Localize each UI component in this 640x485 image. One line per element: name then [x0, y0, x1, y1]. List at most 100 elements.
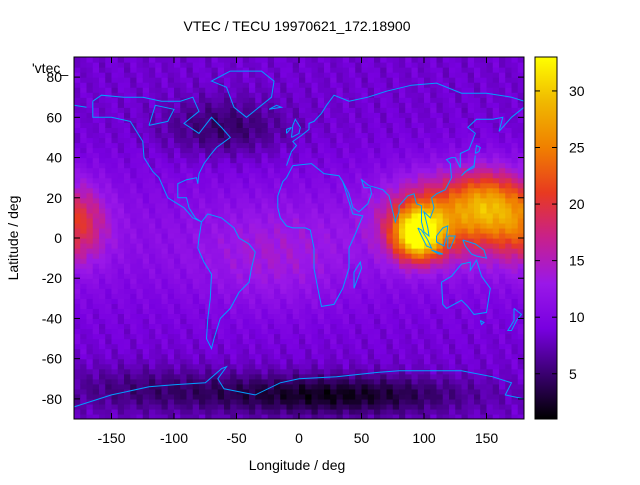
heatmap-cell — [155, 87, 163, 93]
heatmap-cell — [142, 112, 150, 118]
heatmap-cell — [186, 97, 194, 103]
heatmap-cell — [249, 323, 256, 330]
heatmap-cell — [186, 202, 194, 209]
heatmap-cell — [99, 152, 106, 159]
heatmap-cell — [492, 227, 500, 234]
heatmap-cell — [449, 77, 456, 83]
heatmap-cell — [155, 162, 163, 169]
heatmap-cell — [267, 323, 275, 330]
heatmap-cell — [292, 278, 300, 284]
heatmap-cell — [474, 288, 481, 294]
heatmap-cell — [455, 227, 463, 234]
heatmap-cell — [217, 77, 225, 83]
heatmap-cell — [167, 232, 175, 239]
heatmap-cell — [449, 268, 456, 274]
heatmap-cell — [155, 177, 163, 184]
heatmap-cell — [455, 107, 463, 113]
heatmap-cell — [417, 187, 425, 194]
heatmap-cell — [217, 348, 225, 355]
heatmap-cell — [105, 92, 113, 98]
heatmap-cell — [255, 343, 263, 350]
heatmap-cell — [211, 182, 219, 189]
heatmap-cell — [180, 248, 188, 254]
heatmap-cell — [142, 227, 150, 234]
heatmap-cell — [361, 187, 369, 194]
heatmap-cell — [411, 112, 419, 118]
heatmap-cell — [242, 227, 250, 234]
heatmap-cell — [242, 212, 250, 219]
heatmap-cell — [467, 403, 475, 410]
heatmap-cell — [330, 102, 338, 108]
heatmap-cell — [230, 122, 238, 128]
heatmap-cell — [461, 112, 469, 118]
heatmap-cell — [486, 107, 494, 113]
heatmap-cell — [205, 343, 213, 350]
heatmap-cell — [317, 378, 325, 385]
heatmap-cell — [311, 217, 319, 224]
heatmap-cell — [186, 288, 194, 294]
heatmap-cell — [417, 117, 425, 123]
heatmap-cell — [236, 182, 244, 189]
heatmap-cell — [349, 348, 356, 355]
heatmap-cell — [324, 172, 331, 179]
heatmap-cell — [442, 298, 450, 304]
heatmap-cell — [192, 403, 200, 410]
heatmap-cell — [130, 298, 138, 304]
heatmap-cell — [74, 77, 81, 83]
heatmap-cell — [461, 107, 469, 113]
heatmap-cell — [367, 303, 375, 309]
heatmap-cell — [136, 157, 144, 164]
heatmap-cell — [130, 82, 138, 88]
heatmap-cell — [74, 137, 81, 144]
heatmap-cell — [186, 403, 194, 410]
heatmap-cell — [361, 323, 369, 330]
heatmap-cell — [174, 298, 181, 304]
heatmap-cell — [142, 283, 150, 289]
heatmap-cell — [280, 288, 288, 294]
heatmap-cell — [455, 212, 463, 219]
heatmap-cell — [230, 283, 238, 289]
heatmap-cell — [405, 373, 413, 380]
heatmap-cell — [242, 403, 250, 410]
heatmap-cell — [330, 388, 338, 395]
heatmap-cell — [186, 197, 194, 204]
heatmap-cell — [92, 127, 100, 134]
heatmap-cell — [80, 308, 88, 315]
heatmap-cell — [117, 212, 125, 219]
heatmap-cell — [436, 57, 444, 63]
heatmap-cell — [292, 207, 300, 214]
heatmap-cell — [449, 288, 456, 294]
heatmap-cell — [474, 92, 481, 98]
heatmap-cell — [224, 353, 231, 360]
heatmap-cell — [167, 217, 175, 224]
heatmap-cell — [136, 368, 144, 375]
heatmap-cell — [305, 57, 313, 63]
heatmap-cell — [442, 258, 450, 264]
heatmap-cell — [249, 142, 256, 149]
heatmap-cell — [92, 288, 100, 294]
heatmap-cell — [417, 112, 425, 118]
heatmap-cell — [155, 67, 163, 73]
heatmap-cell — [217, 403, 225, 410]
heatmap-cell — [111, 338, 119, 345]
heatmap-cell — [80, 227, 88, 234]
heatmap-cell — [405, 268, 413, 274]
heatmap-cell — [480, 127, 488, 134]
heatmap-cell — [230, 142, 238, 149]
heatmap-cell — [392, 227, 400, 234]
heatmap-cell — [336, 383, 344, 390]
heatmap-cell — [499, 147, 506, 154]
heatmap-cell — [117, 283, 125, 289]
heatmap-cell — [361, 137, 369, 144]
heatmap-cell — [380, 303, 388, 309]
heatmap-cell — [92, 298, 100, 304]
heatmap-cell — [192, 117, 200, 123]
heatmap-cell — [405, 112, 413, 118]
heatmap-cell — [336, 398, 344, 405]
heatmap-cell — [117, 117, 125, 123]
heatmap-cell — [174, 403, 181, 410]
heatmap-cell — [236, 378, 244, 385]
heatmap-cell — [80, 127, 88, 134]
heatmap-cell — [280, 358, 288, 365]
heatmap-cell — [299, 157, 306, 164]
